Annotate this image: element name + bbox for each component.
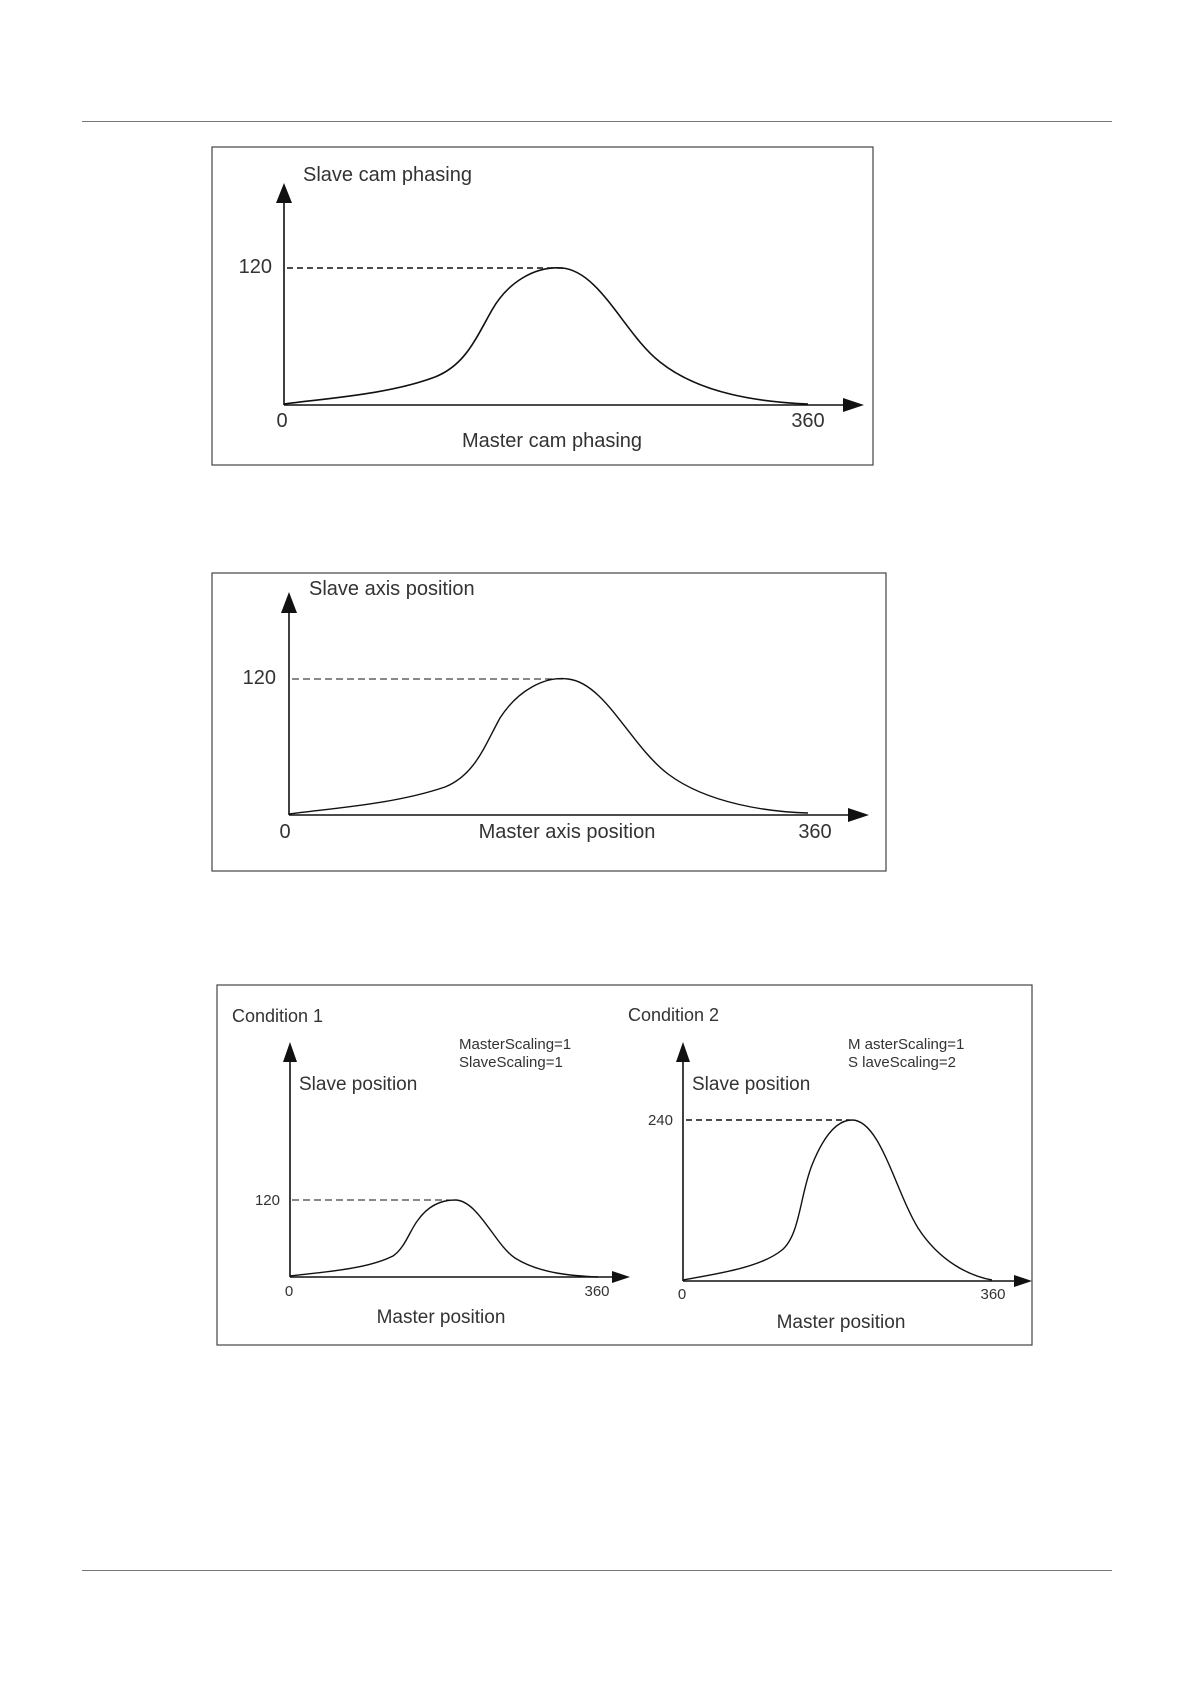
figure-frame xyxy=(211,572,887,872)
x-axis-title: Master position xyxy=(777,1312,906,1333)
y-axis-arrowhead xyxy=(283,1042,297,1062)
figure-frame xyxy=(216,984,1033,1346)
cam-profile-curve xyxy=(283,267,809,405)
x-axis-arrowhead xyxy=(848,808,869,822)
y-axis-title: Slave position xyxy=(692,1074,810,1095)
panel-condition-2: Condition 2 M asterScaling=1 S laveScali… xyxy=(628,1005,1032,1333)
x-min-label: 0 xyxy=(285,1283,293,1300)
x-max-label: 360 xyxy=(791,410,824,432)
y-axis-title: Slave position xyxy=(299,1074,417,1095)
condition-title: Condition 2 xyxy=(628,1005,719,1025)
panel-condition-1: Condition 1 MasterScaling=1 SlaveScaling… xyxy=(232,1006,630,1328)
condition-title: Condition 1 xyxy=(232,1006,323,1026)
figure-cam-phasing: Slave cam phasing 120 0 360 Master cam p… xyxy=(211,146,874,466)
peak-label: 120 xyxy=(243,667,276,689)
x-axis-arrowhead xyxy=(612,1271,630,1283)
x-max-label: 360 xyxy=(798,821,831,843)
peak-label: 120 xyxy=(255,1192,280,1209)
x-axis-title: Master cam phasing xyxy=(462,430,642,452)
footer-rule xyxy=(82,1570,1112,1571)
header-rule xyxy=(82,121,1112,122)
y-axis-title: Slave cam phasing xyxy=(303,164,472,186)
x-max-label: 360 xyxy=(980,1286,1005,1303)
y-axis-title: Slave axis position xyxy=(309,578,475,600)
x-max-label: 360 xyxy=(584,1283,609,1300)
peak-label: 240 xyxy=(648,1112,673,1129)
x-axis-title: Master axis position xyxy=(479,821,656,843)
y-axis-arrowhead xyxy=(276,183,292,203)
x-min-label: 0 xyxy=(678,1286,686,1303)
figure-axis-position: Slave axis position 120 0 360 Master axi… xyxy=(211,572,887,872)
master-scaling-note: MasterScaling=1 xyxy=(459,1036,571,1053)
figure-scaling-comparison: Condition 1 MasterScaling=1 SlaveScaling… xyxy=(216,984,1033,1346)
master-scaling-note: M asterScaling=1 xyxy=(848,1036,964,1053)
y-axis-arrowhead xyxy=(676,1042,690,1062)
peak-label: 120 xyxy=(239,256,272,278)
x-axis-arrowhead xyxy=(843,398,864,412)
y-axis-arrowhead xyxy=(281,592,297,613)
x-min-label: 0 xyxy=(279,821,290,843)
x-axis-arrowhead xyxy=(1014,1275,1032,1287)
x-axis-title: Master position xyxy=(377,1307,506,1328)
cam-profile-curve xyxy=(288,677,809,815)
x-min-label: 0 xyxy=(276,410,287,432)
cam-profile-curve xyxy=(682,1119,993,1281)
slave-scaling-note: S laveScaling=2 xyxy=(848,1054,956,1071)
figure-frame xyxy=(211,146,874,466)
cam-profile-curve xyxy=(289,1199,599,1278)
slave-scaling-note: SlaveScaling=1 xyxy=(459,1054,563,1071)
